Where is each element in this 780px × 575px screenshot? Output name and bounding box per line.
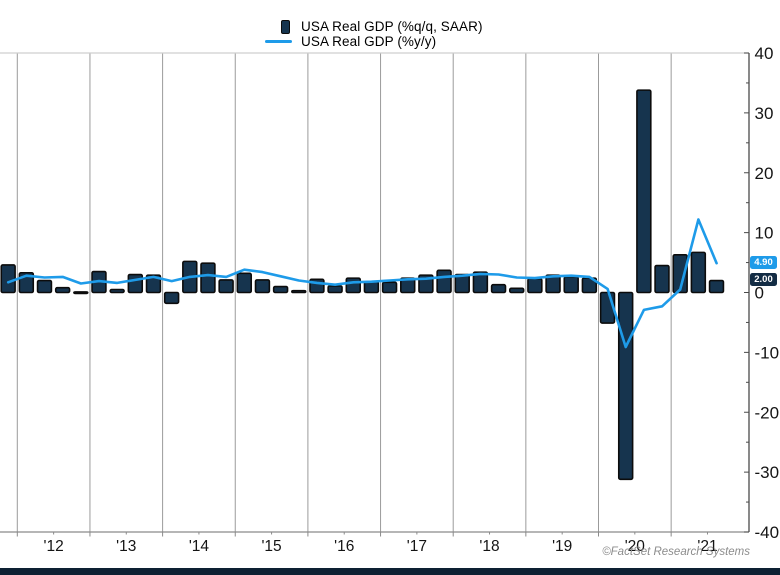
- gdp-qoq-bar: [563, 276, 579, 294]
- gdp-qoq-bar: [508, 287, 525, 294]
- gdp-qoq-bar: [472, 271, 489, 294]
- bottom-strip: [0, 568, 780, 575]
- y-axis-tick-label: -40: [755, 523, 780, 542]
- gdp-qoq-bar: [363, 280, 380, 294]
- gdp-qoq-bar: [527, 277, 543, 294]
- x-axis-tick-label: '21: [697, 538, 717, 555]
- gdp-qoq-bar: [708, 279, 725, 294]
- y-axis-tick-label: -30: [755, 463, 780, 482]
- gdp-qoq-bar: [145, 274, 162, 294]
- x-axis-tick-label: '12: [44, 538, 64, 555]
- y-axis-tick-label: 40: [755, 44, 774, 63]
- gdp-qoq-bar: [617, 291, 634, 481]
- last-value-badge-yoy: 4.90: [750, 256, 777, 269]
- x-axis-tick-label: '19: [552, 538, 572, 555]
- gdp-qoq-bar: [490, 283, 507, 294]
- gdp-qoq-bar: [672, 253, 688, 294]
- x-axis-tick-label: '15: [261, 538, 281, 555]
- x-axis-tick-label: '18: [479, 538, 499, 555]
- x-axis-tick-label: '16: [334, 538, 354, 555]
- gdp-qoq-bar: [200, 262, 216, 294]
- gdp-qoq-bar: [127, 273, 144, 294]
- gdp-qoq-bar: [36, 279, 53, 294]
- y-axis-tick-label: -20: [755, 403, 780, 422]
- legend-label-qq-saar: USA Real GDP (%q/q, SAAR): [301, 19, 483, 34]
- legend-item-yy: USA Real GDP (%y/y): [262, 34, 483, 49]
- x-axis-tick-label: '13: [116, 538, 136, 555]
- gdp-qoq-bar: [291, 289, 307, 294]
- y-axis-tick-label: 10: [755, 224, 774, 243]
- gdp-qoq-bar: [654, 264, 670, 294]
- line-series-swatch-icon: [262, 40, 292, 43]
- y-axis-tick-label: 20: [755, 164, 774, 183]
- factset-credit: ©FactSet Research Systems: [602, 546, 750, 558]
- y-axis-tick-label: 30: [755, 104, 774, 123]
- legend-item-qq-saar: USA Real GDP (%q/q, SAAR): [262, 19, 483, 34]
- gdp-qoq-bar: [272, 285, 289, 294]
- gdp-qoq-bar: [163, 291, 180, 305]
- chart-legend: USA Real GDP (%q/q, SAAR) USA Real GDP (…: [262, 19, 483, 49]
- gdp-qoq-bar: [690, 251, 707, 294]
- last-value-badge-qoq: 2.00: [750, 273, 777, 286]
- gdp-qoq-bar: [73, 291, 89, 295]
- y-axis-tick-label: 0: [755, 284, 764, 303]
- gdp-qoq-bar: [109, 288, 125, 294]
- bar-series-swatch-icon: [262, 19, 292, 34]
- x-axis-tick-label: '17: [407, 538, 427, 555]
- gdp-qoq-bar: [381, 281, 398, 294]
- legend-label-yy: USA Real GDP (%y/y): [301, 34, 437, 49]
- gdp-qoq-bar: [436, 269, 452, 294]
- gdp-qoq-bar: [345, 277, 361, 294]
- gdp-qoq-bar: [0, 264, 16, 294]
- gdp-qoq-bar: [236, 272, 253, 294]
- x-axis-tick-label: '14: [189, 538, 210, 555]
- y-axis-tick-label: -10: [755, 343, 780, 362]
- gdp-qoq-bar: [636, 89, 652, 294]
- x-axis-tick-label: '20: [625, 538, 646, 555]
- gdp-qoq-bar: [218, 279, 234, 294]
- gdp-qoq-bar: [254, 279, 271, 294]
- gdp-qoq-bar: [327, 285, 343, 294]
- gdp-qoq-bar: [54, 286, 71, 294]
- gdp-yoy-line: [6, 218, 718, 349]
